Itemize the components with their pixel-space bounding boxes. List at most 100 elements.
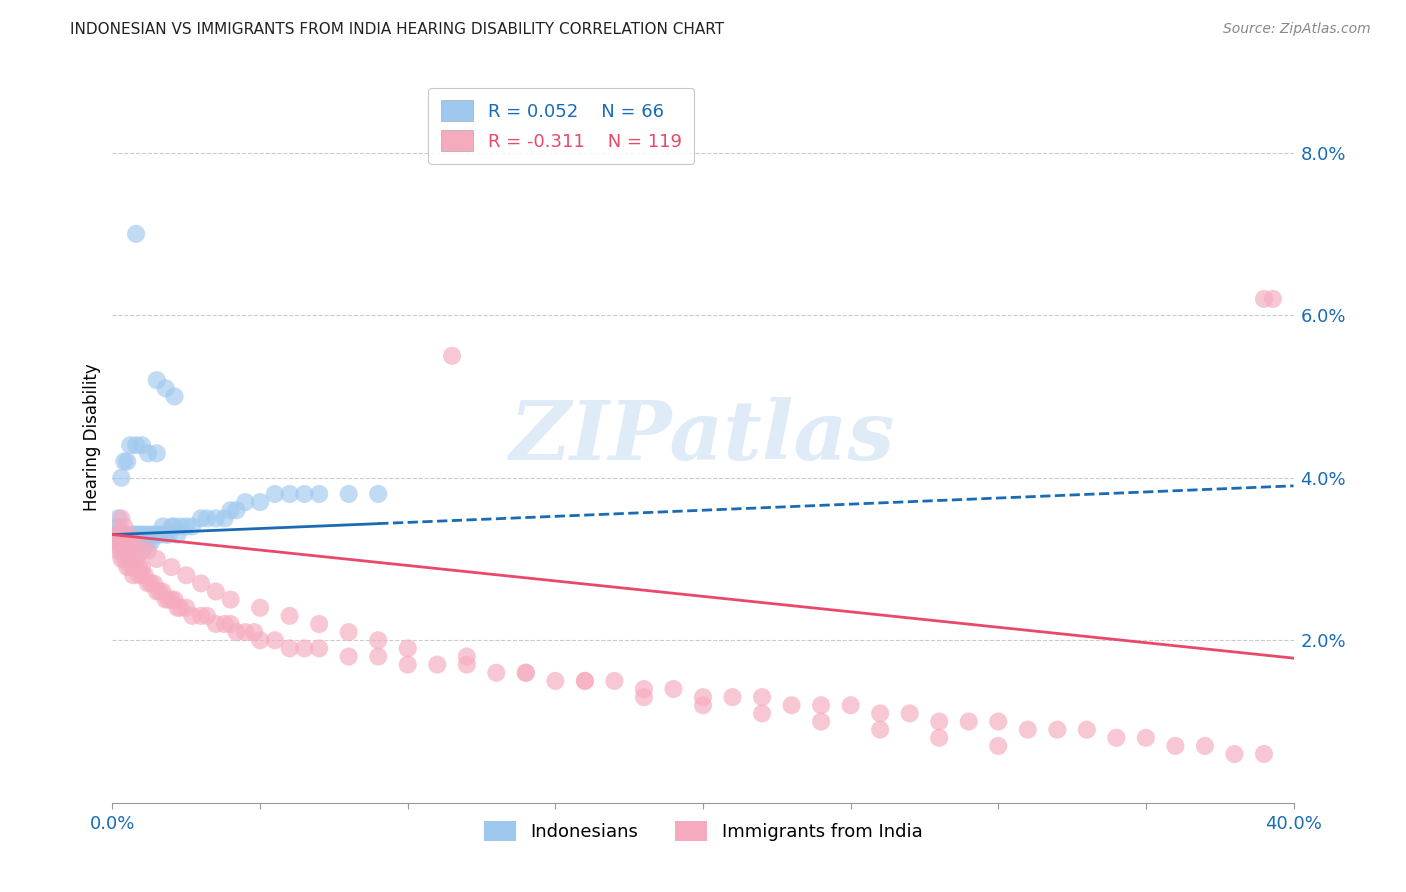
Point	[574, 673, 596, 688]
Point	[110, 471, 132, 485]
Point	[131, 438, 153, 452]
Point	[190, 608, 212, 623]
Point	[544, 673, 567, 688]
Point	[367, 649, 389, 664]
Point	[225, 625, 247, 640]
Point	[110, 535, 132, 549]
Point	[337, 649, 360, 664]
Point	[987, 714, 1010, 729]
Point	[456, 657, 478, 672]
Point	[987, 739, 1010, 753]
Point	[134, 568, 156, 582]
Point	[134, 527, 156, 541]
Point	[112, 454, 135, 468]
Point	[367, 487, 389, 501]
Point	[125, 535, 148, 549]
Point	[120, 544, 142, 558]
Point	[117, 544, 138, 558]
Point	[131, 527, 153, 541]
Point	[264, 633, 287, 648]
Point	[125, 438, 148, 452]
Point	[110, 535, 132, 549]
Point	[292, 641, 315, 656]
Point	[155, 527, 177, 541]
Point	[107, 527, 129, 541]
Point	[426, 657, 449, 672]
Point	[163, 519, 186, 533]
Point	[112, 535, 135, 549]
Point	[122, 552, 145, 566]
Point	[104, 527, 127, 541]
Point	[243, 625, 266, 640]
Point	[122, 560, 145, 574]
Point	[160, 519, 183, 533]
Point	[337, 625, 360, 640]
Point	[633, 681, 655, 696]
Point	[107, 535, 129, 549]
Text: INDONESIAN VS IMMIGRANTS FROM INDIA HEARING DISABILITY CORRELATION CHART: INDONESIAN VS IMMIGRANTS FROM INDIA HEAR…	[70, 22, 724, 37]
Point	[120, 560, 142, 574]
Point	[219, 617, 242, 632]
Point	[515, 665, 537, 680]
Point	[149, 584, 172, 599]
Point	[142, 576, 165, 591]
Point	[692, 698, 714, 713]
Point	[692, 690, 714, 705]
Point	[117, 454, 138, 468]
Point	[128, 527, 150, 541]
Point	[308, 641, 330, 656]
Text: Source: ZipAtlas.com: Source: ZipAtlas.com	[1223, 22, 1371, 37]
Point	[278, 641, 301, 656]
Point	[205, 584, 228, 599]
Point	[112, 544, 135, 558]
Point	[155, 592, 177, 607]
Point	[898, 706, 921, 721]
Point	[1076, 723, 1098, 737]
Point	[278, 487, 301, 501]
Point	[120, 552, 142, 566]
Point	[662, 681, 685, 696]
Point	[308, 617, 330, 632]
Point	[441, 349, 464, 363]
Point	[131, 535, 153, 549]
Point	[751, 706, 773, 721]
Point	[146, 373, 169, 387]
Point	[219, 503, 242, 517]
Point	[125, 560, 148, 574]
Point	[278, 608, 301, 623]
Point	[166, 600, 188, 615]
Point	[107, 544, 129, 558]
Point	[120, 535, 142, 549]
Point	[112, 527, 135, 541]
Point	[337, 487, 360, 501]
Point	[1046, 723, 1069, 737]
Point	[139, 535, 162, 549]
Point	[110, 511, 132, 525]
Point	[181, 608, 204, 623]
Point	[233, 625, 256, 640]
Point	[112, 519, 135, 533]
Point	[120, 535, 142, 549]
Point	[146, 584, 169, 599]
Point	[957, 714, 980, 729]
Point	[181, 519, 204, 533]
Point	[120, 552, 142, 566]
Point	[219, 592, 242, 607]
Point	[117, 544, 138, 558]
Point	[117, 527, 138, 541]
Point	[146, 446, 169, 460]
Point	[869, 706, 891, 721]
Point	[456, 649, 478, 664]
Point	[117, 527, 138, 541]
Point	[112, 544, 135, 558]
Point	[810, 698, 832, 713]
Point	[249, 633, 271, 648]
Point	[780, 698, 803, 713]
Point	[110, 527, 132, 541]
Y-axis label: Hearing Disability: Hearing Disability	[83, 363, 101, 511]
Point	[166, 527, 188, 541]
Point	[155, 381, 177, 395]
Point	[574, 673, 596, 688]
Point	[131, 568, 153, 582]
Point	[169, 600, 191, 615]
